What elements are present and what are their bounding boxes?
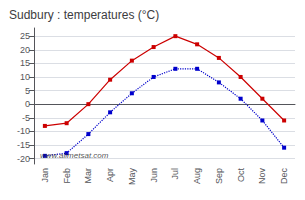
svg-text:May: May bbox=[127, 168, 137, 186]
svg-text:www.allmetsat.com: www.allmetsat.com bbox=[40, 151, 109, 160]
svg-text:5: 5 bbox=[25, 86, 30, 96]
svg-text:Dec: Dec bbox=[279, 168, 289, 185]
svg-text:Sudbury : temperatures (°C): Sudbury : temperatures (°C) bbox=[9, 8, 159, 22]
svg-text:Apr: Apr bbox=[105, 168, 115, 182]
svg-text:Mar: Mar bbox=[83, 168, 93, 184]
svg-text:-15: -15 bbox=[17, 140, 30, 150]
svg-text:Sep: Sep bbox=[214, 168, 224, 184]
svg-text:-10: -10 bbox=[17, 126, 30, 136]
svg-text:Aug: Aug bbox=[192, 168, 202, 184]
svg-text:15: 15 bbox=[20, 58, 30, 68]
svg-text:Jul: Jul bbox=[170, 168, 180, 180]
svg-text:-5: -5 bbox=[22, 113, 30, 123]
svg-text:10: 10 bbox=[20, 72, 30, 82]
svg-text:Feb: Feb bbox=[62, 168, 72, 184]
svg-text:Jun: Jun bbox=[149, 168, 159, 183]
svg-text:25: 25 bbox=[20, 31, 30, 41]
svg-text:Oct: Oct bbox=[236, 168, 246, 183]
svg-text:20: 20 bbox=[20, 45, 30, 55]
svg-text:0: 0 bbox=[25, 99, 30, 109]
svg-text:Nov: Nov bbox=[257, 168, 267, 185]
svg-text:Jan: Jan bbox=[40, 168, 50, 183]
svg-text:-20: -20 bbox=[17, 154, 30, 164]
